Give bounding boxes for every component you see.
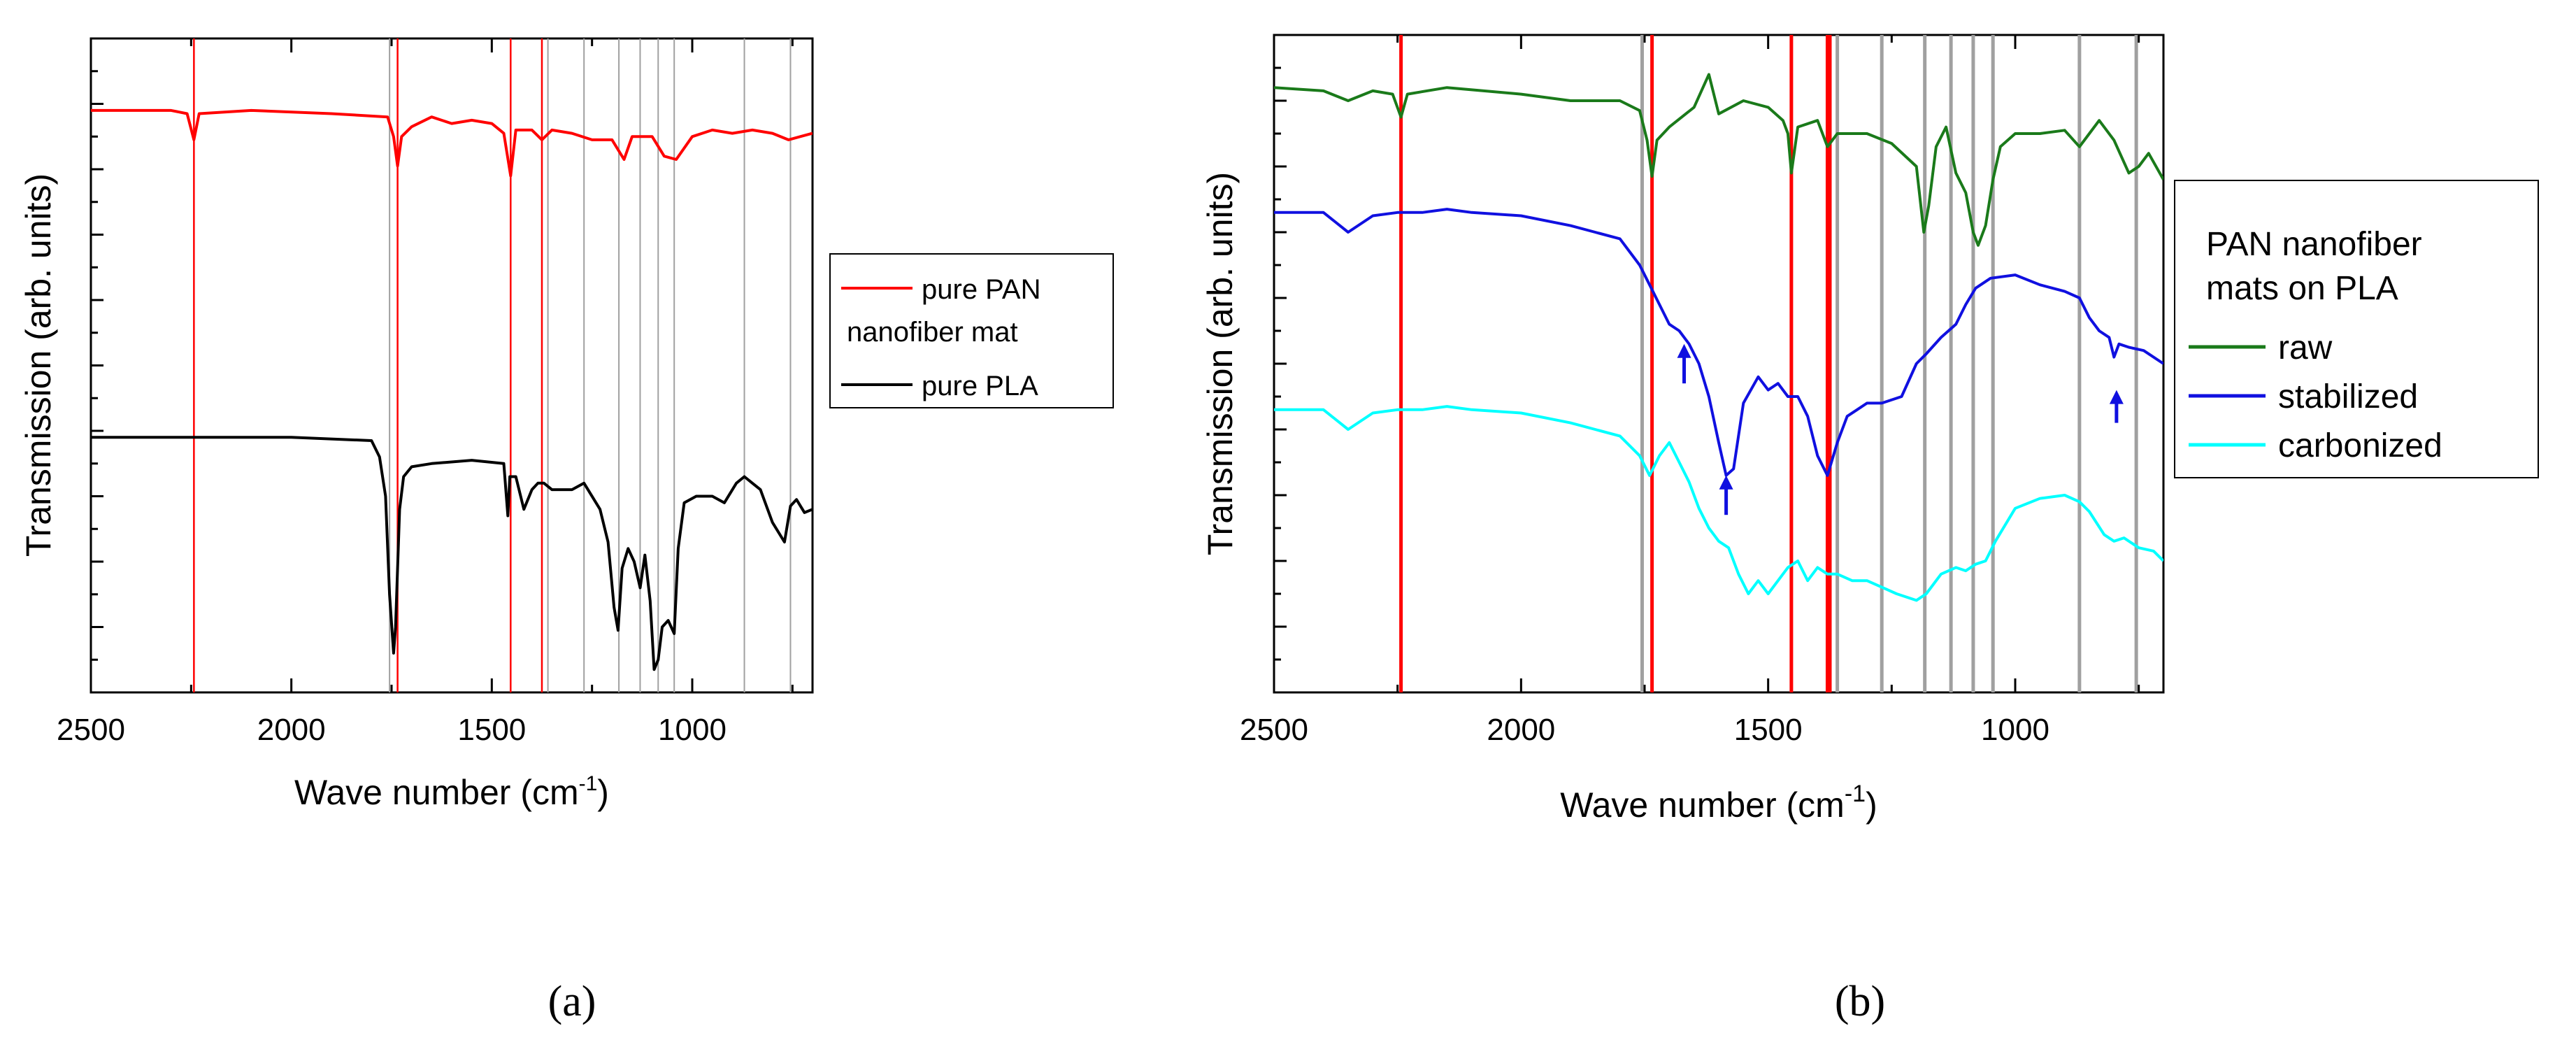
panel-label-b: (b) bbox=[1835, 978, 1885, 1025]
legend-a: pure PAN nanofiber mat pure PLA bbox=[829, 253, 1114, 408]
series-stabilized bbox=[1274, 208, 2163, 477]
arrow-head-0 bbox=[1677, 343, 1691, 358]
y-axis-title-a: Transmission (arb. units) bbox=[19, 173, 58, 557]
legend-box-a bbox=[829, 253, 1114, 408]
series-carbonized bbox=[1274, 405, 2163, 602]
series-pure-pla bbox=[91, 436, 813, 671]
series-raw bbox=[1274, 73, 2163, 247]
panel-a: 2500 2000 1500 1000 Transmission (arb. unit… bbox=[19, 37, 1114, 1025]
panel-label-a: (a) bbox=[548, 978, 596, 1025]
x-tick-label-a-1500: 1500 bbox=[457, 713, 526, 747]
x-tick-label-a-1000: 1000 bbox=[658, 713, 727, 747]
legend-box-b bbox=[2174, 180, 2539, 478]
x-tick-label-a-2500: 2500 bbox=[57, 713, 125, 747]
legend-title-line-2: mats on PLA bbox=[2206, 270, 2398, 307]
legend-label-nanofiber-mat: nanofiber mat bbox=[847, 317, 1018, 348]
legend-b: PAN nanofiber mats on PLA raw stabilized… bbox=[2174, 180, 2539, 478]
legend-label-raw: raw bbox=[2278, 329, 2333, 366]
series-group-b bbox=[1274, 73, 2163, 602]
reference-lines-a bbox=[193, 38, 792, 692]
series-pure-pan-nanofiber-mat bbox=[91, 108, 813, 178]
plot-frame-a bbox=[90, 37, 814, 694]
arrow-head-1 bbox=[1719, 475, 1733, 490]
x-axis-title-b: Wave number (cm-1) bbox=[1560, 781, 1877, 825]
x-tick-label-a-2000: 2000 bbox=[257, 713, 326, 747]
legend-label-pure-pla: pure PLA bbox=[922, 371, 1038, 401]
ticks-b: 2500 2000 1500 1000 bbox=[1240, 34, 2140, 747]
legend-label-pure-pan: pure PAN bbox=[922, 274, 1040, 305]
arrow-head-2 bbox=[2109, 390, 2124, 404]
ticks-a: 2500 2000 1500 1000 bbox=[57, 37, 794, 747]
x-tick-label-b-1000: 1000 bbox=[1981, 713, 2049, 747]
y-axis-title-b: Transmission (arb. units) bbox=[1201, 172, 1240, 555]
legend-title-line-1: PAN nanofiber bbox=[2206, 226, 2422, 263]
panel-b: 2500 2000 1500 1000 Transmission (arb. unit… bbox=[1201, 34, 2539, 1025]
x-axis-title-a: Wave number (cm-1) bbox=[294, 772, 609, 812]
x-tick-label-b-2500: 2500 bbox=[1240, 713, 1308, 747]
legend-label-carbonized: carbonized bbox=[2278, 427, 2442, 464]
x-tick-label-b-2000: 2000 bbox=[1487, 713, 1555, 747]
series-group-a bbox=[91, 108, 813, 671]
legend-label-stabilized: stabilized bbox=[2278, 378, 2418, 415]
x-tick-label-b-1500: 1500 bbox=[1734, 713, 1803, 747]
arrows-b bbox=[1677, 343, 2124, 515]
